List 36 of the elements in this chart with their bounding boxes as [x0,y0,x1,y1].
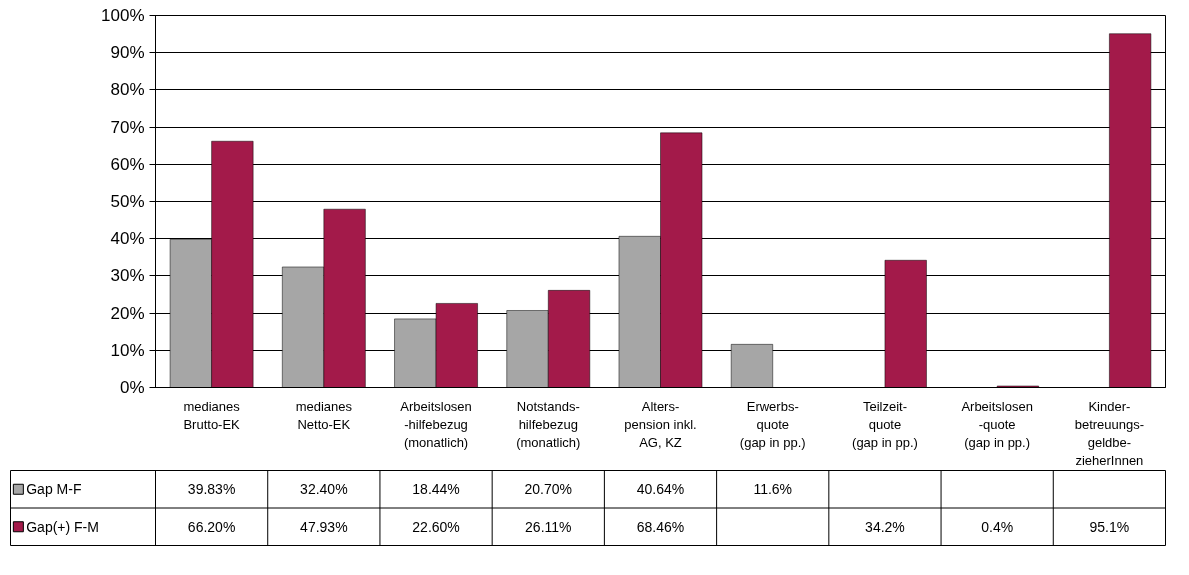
y-tick-label: 50% [110,192,145,211]
y-tick-label: 80% [110,80,145,100]
x-tick-label: Arbeitslosen -hilfebezug (monatlich) [400,398,472,450]
x-tick-label: medianes Netto-EK [295,398,353,432]
data-label: 68.46% [636,518,685,535]
y-tick-label: 70% [110,117,145,137]
data-label: 11.6% [753,481,793,498]
data-label: 66.20% [187,518,236,535]
y-tick-label: 90% [110,43,145,63]
x-tick-label: medianes Brutto-EK [183,398,241,432]
y-tick-label: 30% [110,266,145,286]
data-label: 26.11% [525,518,572,535]
data-label: 18.44% [412,481,460,498]
data-label: 32.40% [300,481,348,498]
y-tick-label: 100% [101,6,145,25]
y-tick-label: 0% [119,378,145,397]
y-tick-label: 40% [110,229,145,249]
legend-label: Gap M-F [26,481,82,498]
x-tick-label: Erwerbs- quote (gap in pp.) [739,398,806,450]
x-tick-label: Notstands- hilfebezug (monatlich) [516,398,581,450]
data-label: 20.70% [524,481,573,498]
y-tick-label: 60% [110,154,145,174]
data-label: 0.4% [981,518,1014,535]
legend-label: Gap(+) F-M [26,518,99,535]
x-tick-label: Kinder- betreuungs- geldbe- zieherInnen [1074,398,1145,468]
data-label: 39.83% [187,481,236,498]
data-label: 34.2% [865,518,905,535]
data-label: 95.1% [1089,518,1130,535]
y-tick-label: 10% [110,340,145,360]
y-tick-label: 20% [110,303,145,323]
x-tick-label: Arbeitslosen -quote (gap in pp.) [961,398,1033,450]
data-label: 47.93% [300,518,348,535]
data-label: 40.64% [636,481,685,498]
data-label: 22.60% [412,518,460,535]
x-tick-label: Alters- pension inkl. AG, KZ [624,398,697,450]
x-tick-label: Teilzeit- quote (gap in pp.) [852,398,918,450]
